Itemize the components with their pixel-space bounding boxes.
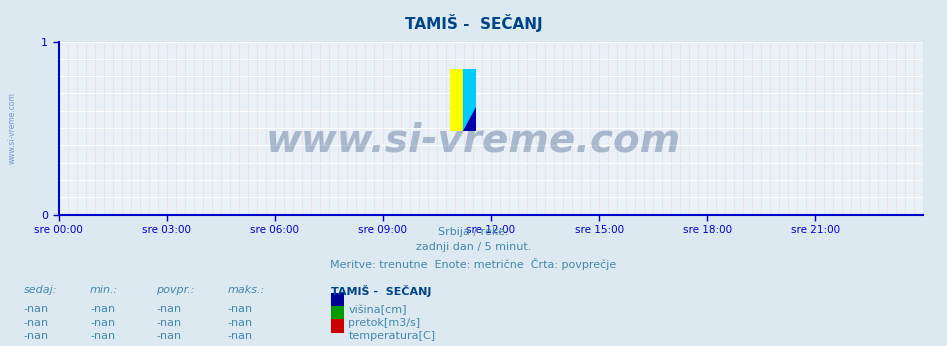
Text: sedaj:: sedaj: <box>24 285 57 295</box>
Text: maks.:: maks.: <box>227 285 264 295</box>
Text: -nan: -nan <box>156 318 182 328</box>
Text: povpr.:: povpr.: <box>156 285 195 295</box>
Polygon shape <box>450 69 463 131</box>
Text: temperatura[C]: temperatura[C] <box>348 331 436 341</box>
Polygon shape <box>463 69 476 131</box>
Text: Srbija / reke.: Srbija / reke. <box>438 227 509 237</box>
Text: -nan: -nan <box>227 304 253 315</box>
Text: -nan: -nan <box>90 331 116 341</box>
Text: min.:: min.: <box>90 285 118 295</box>
Text: -nan: -nan <box>24 318 49 328</box>
Text: -nan: -nan <box>227 318 253 328</box>
Text: -nan: -nan <box>156 304 182 315</box>
Text: TAMIŠ -  SEČANJ: TAMIŠ - SEČANJ <box>331 285 432 298</box>
Text: -nan: -nan <box>227 331 253 341</box>
Polygon shape <box>463 107 476 131</box>
Text: Meritve: trenutne  Enote: metrične  Črta: povprečje: Meritve: trenutne Enote: metrične Črta: … <box>331 258 616 270</box>
Text: zadnji dan / 5 minut.: zadnji dan / 5 minut. <box>416 242 531 252</box>
Text: TAMIŠ -  SEČANJ: TAMIŠ - SEČANJ <box>404 14 543 32</box>
Text: -nan: -nan <box>156 331 182 341</box>
Text: pretok[m3/s]: pretok[m3/s] <box>348 318 420 328</box>
Text: -nan: -nan <box>90 318 116 328</box>
Text: -nan: -nan <box>24 304 49 315</box>
Text: www.si-vreme.com: www.si-vreme.com <box>8 92 17 164</box>
Text: -nan: -nan <box>24 331 49 341</box>
Text: -nan: -nan <box>90 304 116 315</box>
Text: višina[cm]: višina[cm] <box>348 304 407 315</box>
Text: www.si-vreme.com: www.si-vreme.com <box>266 121 681 159</box>
